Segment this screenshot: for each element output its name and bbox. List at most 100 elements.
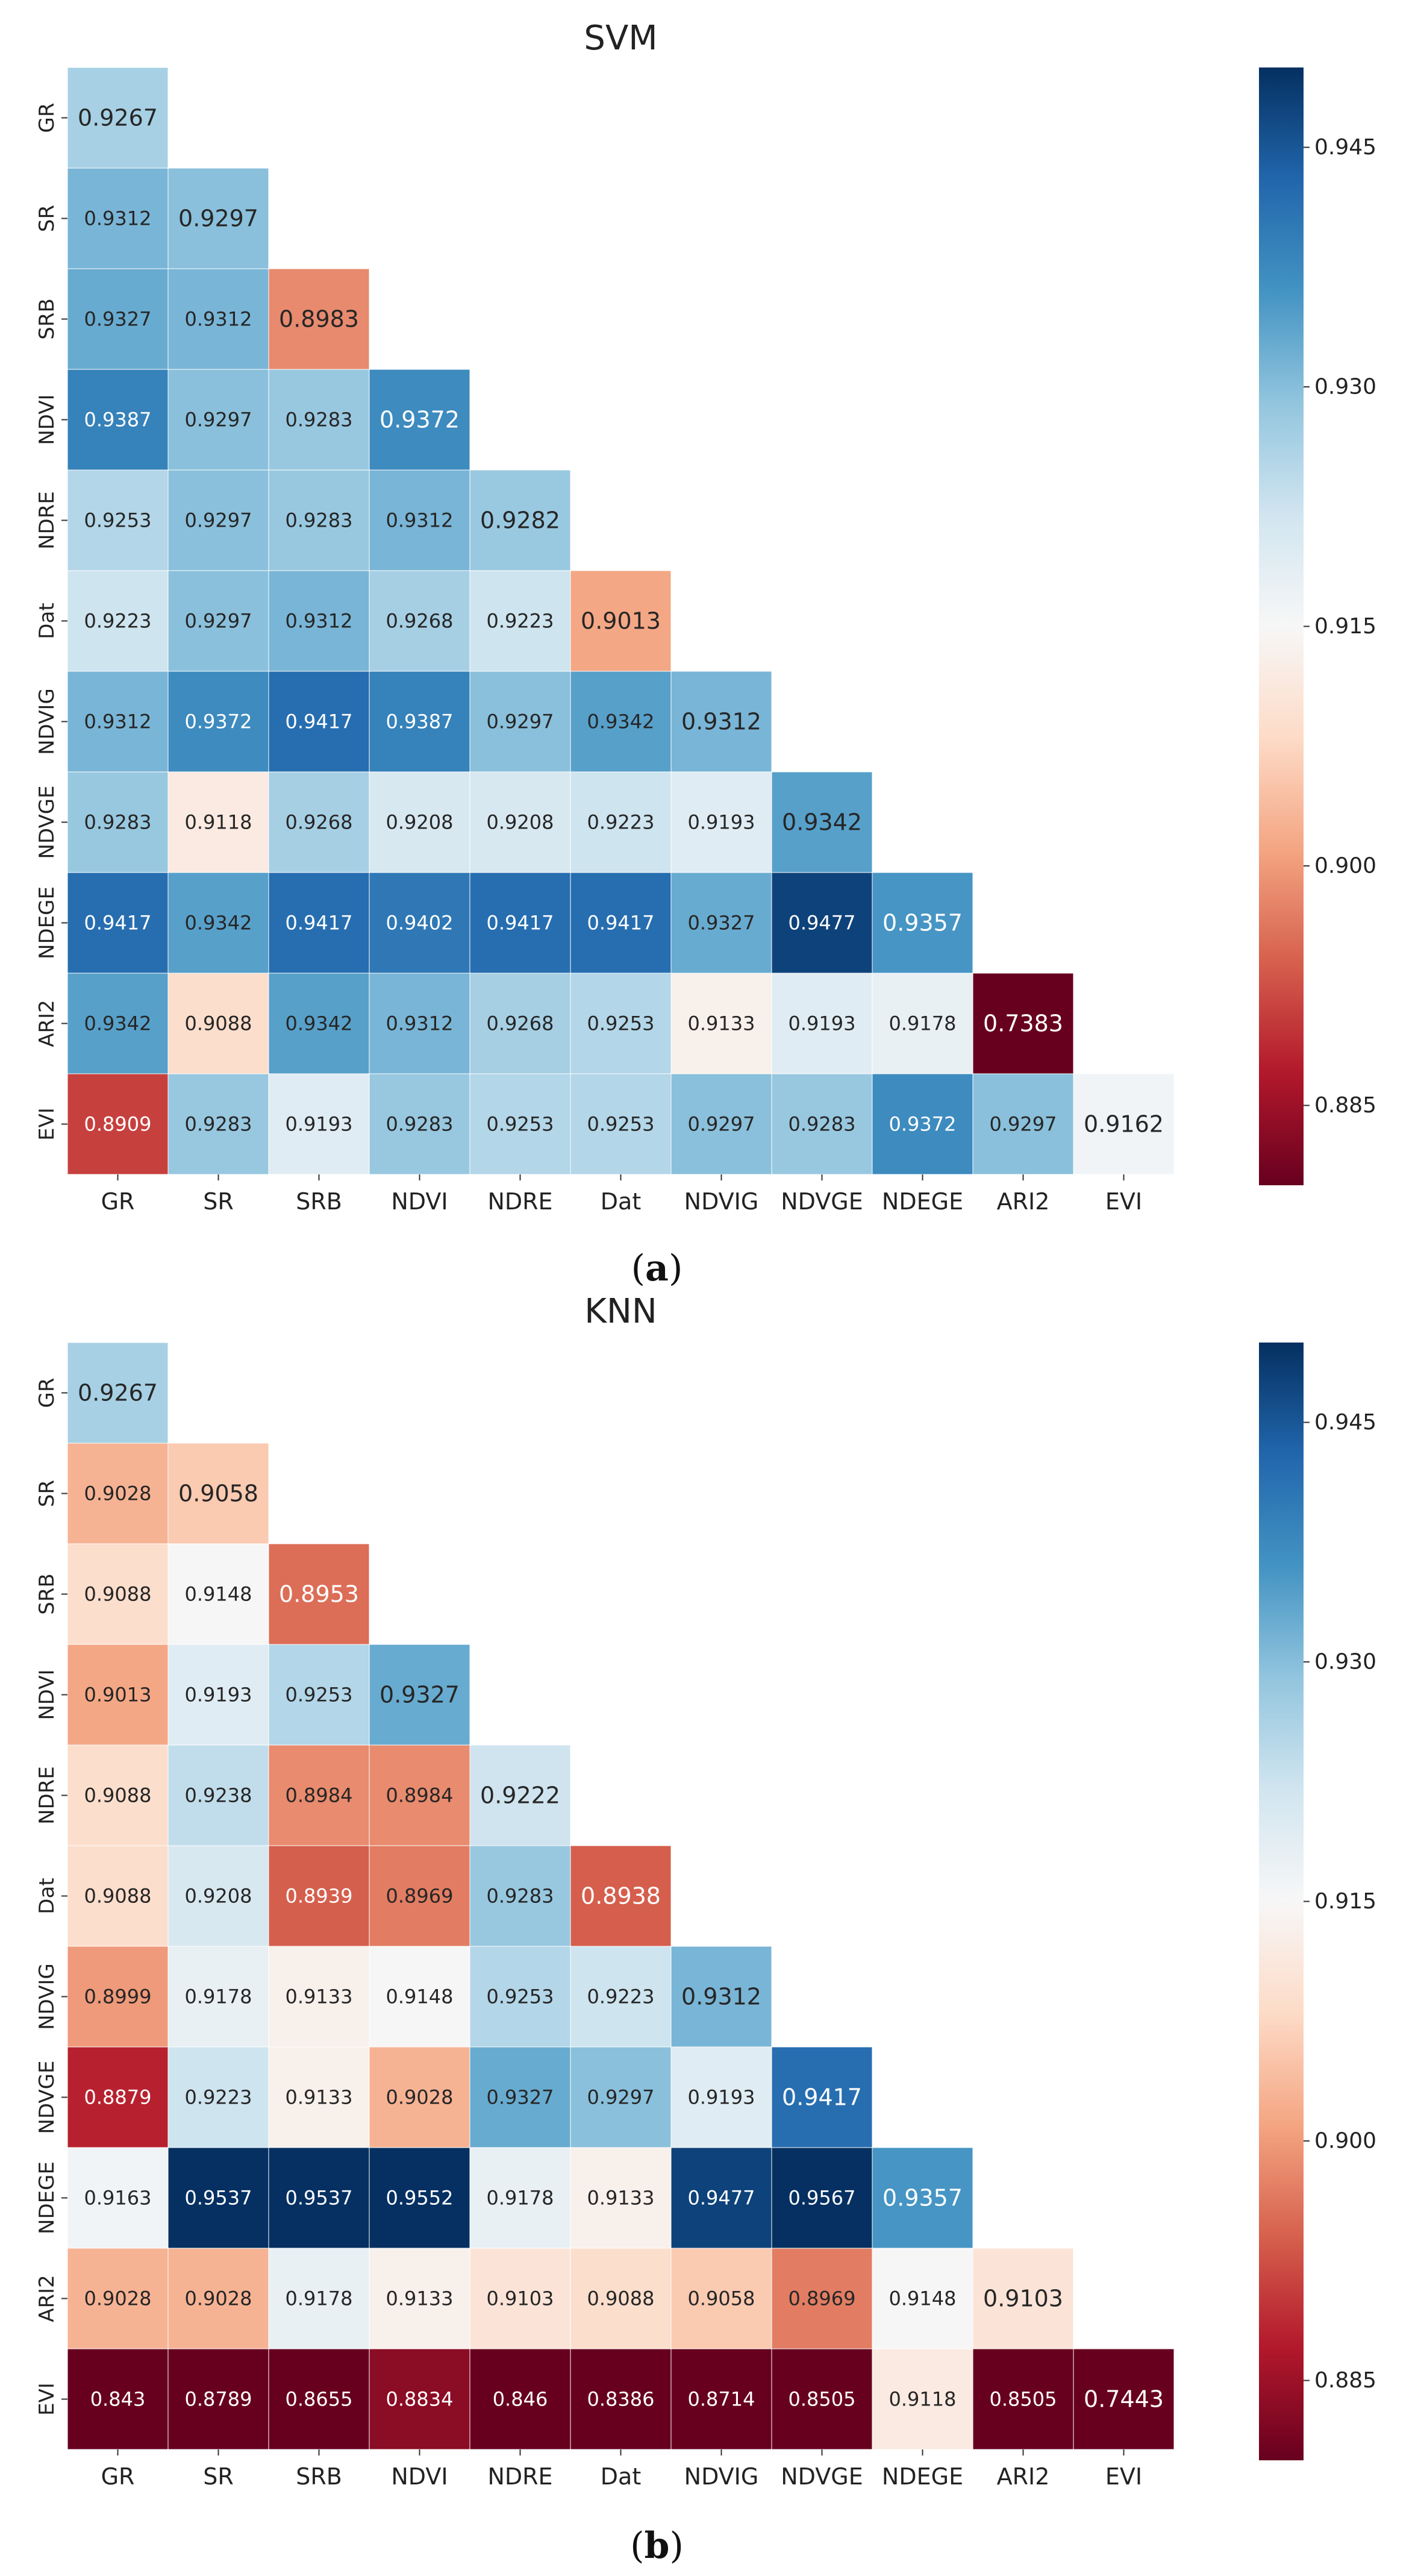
heatmap-cell-knn-r2-c2 bbox=[268, 1543, 370, 1645]
cell-label-svm-r9-c5: 0.9253 bbox=[587, 1012, 655, 1035]
cell-label-knn-r8-c1: 0.9537 bbox=[185, 2187, 252, 2210]
cell-label-svm-r10-c10: 0.9162 bbox=[1084, 1111, 1164, 1138]
cell-label-svm-r6-c1: 0.9372 bbox=[185, 710, 252, 733]
cell-label-svm-r9-c1: 0.9088 bbox=[185, 1012, 252, 1035]
heatmap-cell-svm-r6-c4 bbox=[469, 671, 571, 772]
cell-label-svm-r10-c3: 0.9283 bbox=[386, 1113, 454, 1136]
heatmap-cell-knn-r6-c6 bbox=[670, 1946, 772, 2048]
cell-label-svm-r9-c3: 0.9312 bbox=[386, 1012, 454, 1035]
heatmap-panel-knn: KNN 0.9267 0.9028 0.9058 0.9088 0.9148 0.8953 0… bbox=[35, 1292, 1376, 2567]
colorbar-tick-label-svm-0: 0.945 bbox=[1314, 135, 1376, 160]
heatmap-cell-svm-r5-c1 bbox=[167, 570, 269, 672]
heatmap-cell-svm-r9-c4 bbox=[469, 973, 571, 1074]
heatmap-cell-knn-r7-c5 bbox=[570, 2046, 672, 2148]
cell-label-knn-r10-c3: 0.8834 bbox=[386, 2388, 454, 2411]
cell-label-knn-r5-c5: 0.8938 bbox=[581, 1883, 661, 1910]
heatmap-cell-svm-r9-c3 bbox=[369, 973, 470, 1074]
heatmap-cell-svm-r8-c1 bbox=[167, 872, 269, 974]
heatmap-cell-knn-r9-c3 bbox=[369, 2248, 470, 2349]
heatmap-cell-knn-r7-c2 bbox=[268, 2046, 370, 2148]
x-tick-label-knn-3: NDVI bbox=[391, 2463, 448, 2490]
x-tick-label-knn-0: GR bbox=[101, 2463, 135, 2490]
colorbar-tick-label-knn-0: 0.945 bbox=[1314, 1410, 1376, 1435]
cell-label-knn-r6-c0: 0.8999 bbox=[84, 1985, 152, 2008]
cell-label-knn-r9-c1: 0.9028 bbox=[185, 2287, 252, 2310]
chart-title: KNN bbox=[584, 1292, 657, 1331]
cell-label-knn-r10-c0: 0.843 bbox=[90, 2388, 146, 2411]
heatmap-cell-knn-r10-c7 bbox=[771, 2348, 873, 2450]
cell-label-svm-r6-c4: 0.9297 bbox=[487, 710, 554, 733]
cell-label-svm-r9-c0: 0.9342 bbox=[84, 1012, 152, 1035]
colorbar-tick-label-svm-4: 0.885 bbox=[1314, 1093, 1376, 1118]
y-tick-label-knn-1: SR bbox=[35, 1480, 59, 1507]
heatmap-cell-knn-r10-c6 bbox=[670, 2348, 772, 2450]
colorbar-svm bbox=[1259, 67, 1304, 1185]
heatmap-cell-knn-r6-c0 bbox=[67, 1946, 169, 2048]
cell-label-knn-r6-c6: 0.9312 bbox=[681, 1984, 761, 2010]
x-tick-label-svm-10: EVI bbox=[1105, 1188, 1142, 1215]
heatmap-cell-svm-r9-c9 bbox=[972, 973, 1074, 1074]
cell-label-knn-r7-c3: 0.9028 bbox=[386, 2086, 454, 2109]
cell-label-svm-r5-c2: 0.9312 bbox=[286, 610, 353, 633]
x-tick-label-knn-5: Dat bbox=[601, 2463, 641, 2490]
heatmap-cell-svm-r10-c0 bbox=[67, 1073, 169, 1175]
heatmap-cell-svm-r7-c6 bbox=[670, 771, 772, 873]
x-tick-label-knn-8: NDEGE bbox=[882, 2463, 963, 2490]
cell-label-svm-r8-c7: 0.9477 bbox=[789, 912, 856, 935]
cell-label-svm-r8-c1: 0.9342 bbox=[185, 912, 252, 935]
cell-label-knn-r2-c0: 0.9088 bbox=[84, 1583, 152, 1606]
cell-label-knn-r10-c4: 0.846 bbox=[493, 2388, 548, 2411]
heatmap-cell-svm-r8-c8 bbox=[872, 872, 973, 974]
heatmap-cell-knn-r6-c1 bbox=[167, 1946, 269, 2048]
cell-label-knn-r2-c1: 0.9148 bbox=[185, 1583, 252, 1606]
cell-label-knn-r3-c3: 0.9327 bbox=[379, 1682, 460, 1708]
heatmap-cell-svm-r9-c5 bbox=[570, 973, 672, 1074]
heatmap-cell-svm-r2-c0 bbox=[67, 268, 169, 370]
cell-label-svm-r4-c4: 0.9282 bbox=[480, 507, 560, 534]
cell-label-knn-r1-c0: 0.9028 bbox=[84, 1482, 152, 1505]
heatmap-cell-svm-r10-c5 bbox=[570, 1073, 672, 1175]
heatmap-cell-svm-r3-c1 bbox=[167, 369, 269, 471]
cell-label-knn-r7-c4: 0.9327 bbox=[487, 2086, 554, 2109]
heatmap-cell-svm-r8-c3 bbox=[369, 872, 470, 974]
x-tick-label-svm-7: NDVGE bbox=[781, 1188, 863, 1215]
cell-label-svm-r5-c3: 0.9268 bbox=[386, 610, 454, 633]
heatmap-cell-svm-r3-c3 bbox=[369, 369, 470, 471]
cell-label-svm-r5-c4: 0.9223 bbox=[487, 610, 554, 633]
heatmap-cell-knn-r6-c4 bbox=[469, 1946, 571, 2048]
cell-label-svm-r10-c6: 0.9297 bbox=[688, 1113, 755, 1136]
cell-label-knn-r10-c8: 0.9118 bbox=[889, 2388, 957, 2411]
cell-label-svm-r9-c8: 0.9178 bbox=[889, 1012, 957, 1035]
heatmap-cell-svm-r7-c7 bbox=[771, 771, 873, 873]
heatmap-cell-knn-r5-c0 bbox=[67, 1845, 169, 1947]
cell-label-svm-r2-c0: 0.9327 bbox=[84, 308, 152, 331]
cell-label-knn-r8-c7: 0.9567 bbox=[789, 2187, 856, 2210]
heatmap-cell-svm-r5-c4 bbox=[469, 570, 571, 672]
panel-caption-b: (b) bbox=[630, 2525, 684, 2567]
y-tick-label-svm-2: SRB bbox=[35, 298, 59, 340]
cell-label-knn-r8-c6: 0.9477 bbox=[688, 2187, 755, 2210]
heatmap-cell-knn-r8-c3 bbox=[369, 2147, 470, 2249]
heatmap-cell-knn-r6-c3 bbox=[369, 1946, 470, 2048]
heatmap-cell-knn-r1-c0 bbox=[67, 1443, 169, 1544]
heatmap-cell-knn-r7-c1 bbox=[167, 2046, 269, 2148]
cell-label-svm-r8-c5: 0.9417 bbox=[587, 912, 655, 935]
heatmap-cell-svm-r5-c3 bbox=[369, 570, 470, 672]
heatmap-cell-knn-r10-c10 bbox=[1073, 2348, 1175, 2450]
heatmap-cell-knn-r5-c1 bbox=[167, 1845, 269, 1947]
cell-label-svm-r9-c6: 0.9133 bbox=[688, 1012, 755, 1035]
y-tick-label-svm-1: SR bbox=[35, 205, 59, 232]
cell-label-knn-r9-c0: 0.9028 bbox=[84, 2287, 152, 2310]
cell-label-svm-r8-c3: 0.9402 bbox=[386, 912, 454, 935]
x-tick-label-svm-6: NDVIG bbox=[684, 1188, 759, 1215]
heatmap-cell-svm-r4-c1 bbox=[167, 469, 269, 571]
heatmap-cell-knn-r0-c0 bbox=[67, 1342, 169, 1444]
cell-label-svm-r7-c2: 0.9268 bbox=[286, 811, 353, 834]
heatmap-cell-knn-r8-c7 bbox=[771, 2147, 873, 2249]
heatmap-cell-svm-r1-c1 bbox=[167, 168, 269, 269]
y-tick-label-knn-7: NDVGE bbox=[35, 2060, 59, 2134]
heatmap-cell-knn-r1-c1 bbox=[167, 1443, 269, 1544]
cell-label-knn-r1-c1: 0.9058 bbox=[178, 1481, 258, 1507]
y-tick-label-svm-9: ARI2 bbox=[35, 1000, 59, 1047]
